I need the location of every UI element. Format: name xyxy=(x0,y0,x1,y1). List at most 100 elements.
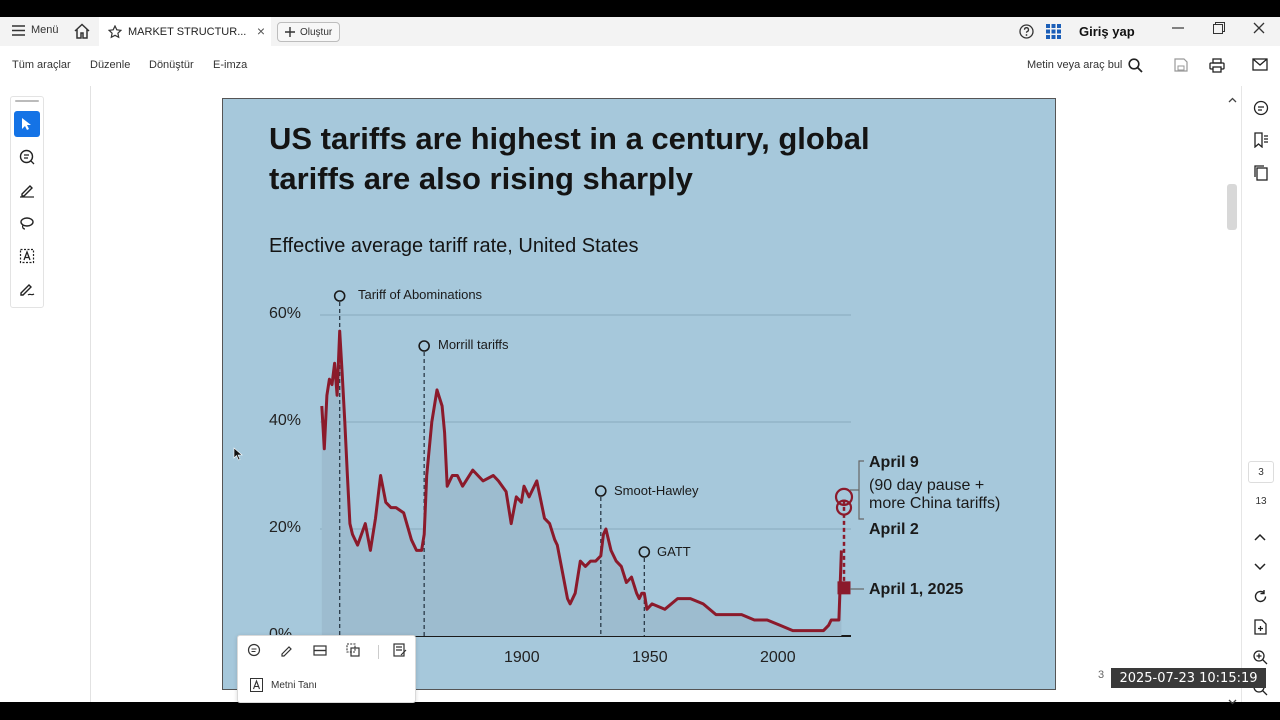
edit-text-icon[interactable] xyxy=(393,643,407,662)
find-tools-label[interactable]: Metin veya araç bul xyxy=(1027,59,1123,71)
tools-grip[interactable] xyxy=(15,100,39,102)
print-icon[interactable] xyxy=(1209,58,1225,78)
mail-icon[interactable] xyxy=(1252,58,1268,76)
create-button[interactable]: Oluştur xyxy=(277,22,341,42)
sign-tool[interactable] xyxy=(14,276,40,302)
strikethrough-icon[interactable] xyxy=(313,643,327,662)
menu-all-tools[interactable]: Tüm araçlar xyxy=(12,59,71,71)
pen-icon xyxy=(20,185,34,198)
annotation-april9-note2: more China tariffs) xyxy=(869,495,1001,512)
scroll-down-icon[interactable] xyxy=(1228,692,1237,710)
comment-icon xyxy=(19,149,35,165)
highlight-icon[interactable] xyxy=(280,643,294,662)
login-button[interactable]: Giriş yap xyxy=(1079,24,1135,39)
scrollbar-thumb[interactable] xyxy=(1227,184,1237,230)
timestamp-overlay: 2025-07-23 10:15:19 xyxy=(1111,668,1266,688)
x-tick-label: 1900 xyxy=(504,649,540,666)
annotation-abominations: Tariff of Abominations xyxy=(358,287,483,302)
menu-esign[interactable]: E-imza xyxy=(213,59,248,71)
select-tool[interactable] xyxy=(14,111,40,137)
y-tick-label: 60% xyxy=(269,305,302,322)
page-label: 3 xyxy=(1098,669,1105,681)
menu-edit[interactable]: Düzenle xyxy=(90,59,131,71)
previous-page-icon[interactable] xyxy=(1253,529,1267,547)
bookmark-icon[interactable] xyxy=(1253,132,1269,153)
annotation-april9: April 9 xyxy=(869,454,919,471)
text-tool[interactable] xyxy=(14,243,40,269)
refresh-icon[interactable] xyxy=(1253,589,1268,609)
page-number-input[interactable]: 3 xyxy=(1248,461,1274,483)
point-april2 xyxy=(835,499,853,516)
recognize-text-item[interactable]: Metni Tanı xyxy=(250,678,317,692)
document-tab[interactable]: MARKET STRUCTUR... × xyxy=(99,17,271,46)
menu-label: Menü xyxy=(31,24,59,36)
series-line xyxy=(320,329,843,633)
annotation-gatt: GATT xyxy=(657,544,691,559)
copy-icon[interactable] xyxy=(346,643,360,662)
create-label: Oluştur xyxy=(300,26,333,38)
chart-subtitle: Effective average tariff rate, United St… xyxy=(269,235,639,257)
close-window-icon[interactable] xyxy=(1253,21,1265,37)
tab-close-button[interactable]: × xyxy=(256,23,265,39)
signature-icon xyxy=(20,284,35,296)
highlight-tool[interactable] xyxy=(14,177,40,203)
menu-divider xyxy=(378,645,379,659)
april-bracket xyxy=(858,460,864,520)
event-marker-circle xyxy=(638,546,651,558)
series-area xyxy=(321,331,842,636)
apps-icon[interactable] xyxy=(1046,24,1061,44)
annotation-april1: April 1, 2025 xyxy=(869,581,964,598)
slide-title-line1: US tariffs are highest in a century, glo… xyxy=(269,121,870,156)
comment-icon[interactable] xyxy=(247,643,261,662)
lasso-icon xyxy=(20,217,34,230)
pdf-page: US tariffs are highest in a century, glo… xyxy=(222,98,1056,690)
help-icon[interactable] xyxy=(1019,24,1034,44)
y-tick-label: 40% xyxy=(269,412,302,429)
tariff-chart xyxy=(320,290,864,637)
restore-icon[interactable] xyxy=(1213,21,1225,37)
annotation-april9-note1: (90 day pause + xyxy=(869,477,985,494)
x-tick-label: 1950 xyxy=(632,649,668,666)
menu-toolbar: Tüm araçlar Düzenle Dönüştür E-imza Meti… xyxy=(0,46,1280,87)
y-tick-label: 20% xyxy=(269,519,302,536)
star-icon[interactable] xyxy=(108,24,122,39)
save-icon[interactable] xyxy=(1174,58,1188,77)
comments-panel-icon[interactable] xyxy=(1253,100,1269,121)
point-april9 xyxy=(834,487,854,506)
scroll-up-icon[interactable] xyxy=(1228,90,1237,108)
draw-tool[interactable] xyxy=(14,210,40,236)
pages-icon[interactable] xyxy=(1253,165,1269,186)
search-icon[interactable] xyxy=(1128,58,1143,78)
event-marker-circle xyxy=(418,340,430,352)
title-bar: Menü MARKET STRUCTUR... × Oluştur Giriş … xyxy=(0,17,1280,46)
text-box-icon xyxy=(19,248,35,264)
annotation-april2: April 2 xyxy=(869,521,919,538)
page-total: 13 xyxy=(1255,496,1267,507)
menu-button[interactable]: Menü xyxy=(12,24,59,36)
slide-title-line2: tariffs are also rising sharply xyxy=(269,161,693,196)
recognize-text-label: Metni Tanı xyxy=(271,679,317,691)
zoom-in-icon[interactable] xyxy=(1253,650,1268,670)
slide-title: US tariffs are highest in a century, glo… xyxy=(269,119,969,199)
ocr-icon xyxy=(250,678,263,692)
point-april1-2025 xyxy=(837,581,851,595)
tab-title: MARKET STRUCTUR... xyxy=(128,25,247,38)
pointer-icon xyxy=(22,118,31,130)
left-panel xyxy=(0,86,91,702)
selection-context-menu: Metni Tanı xyxy=(237,635,416,703)
x-tick-label: 2000 xyxy=(760,649,796,666)
annotation-smoot-hawley: Smoot-Hawley xyxy=(614,483,699,498)
event-marker-circle xyxy=(333,290,346,302)
mouse-cursor-icon xyxy=(233,447,243,466)
menu-convert[interactable]: Dönüştür xyxy=(149,59,194,71)
hamburger-icon xyxy=(12,24,25,36)
home-icon[interactable] xyxy=(73,22,91,45)
plus-icon xyxy=(285,27,295,37)
annotation-morrill: Morrill tariffs xyxy=(438,337,509,352)
comment-tool[interactable] xyxy=(14,144,40,170)
event-marker-circle xyxy=(594,485,607,497)
export-page-icon[interactable] xyxy=(1253,619,1268,640)
next-page-icon[interactable] xyxy=(1253,559,1267,577)
minimize-icon[interactable] xyxy=(1172,21,1184,37)
scroll-area xyxy=(1189,86,1241,705)
